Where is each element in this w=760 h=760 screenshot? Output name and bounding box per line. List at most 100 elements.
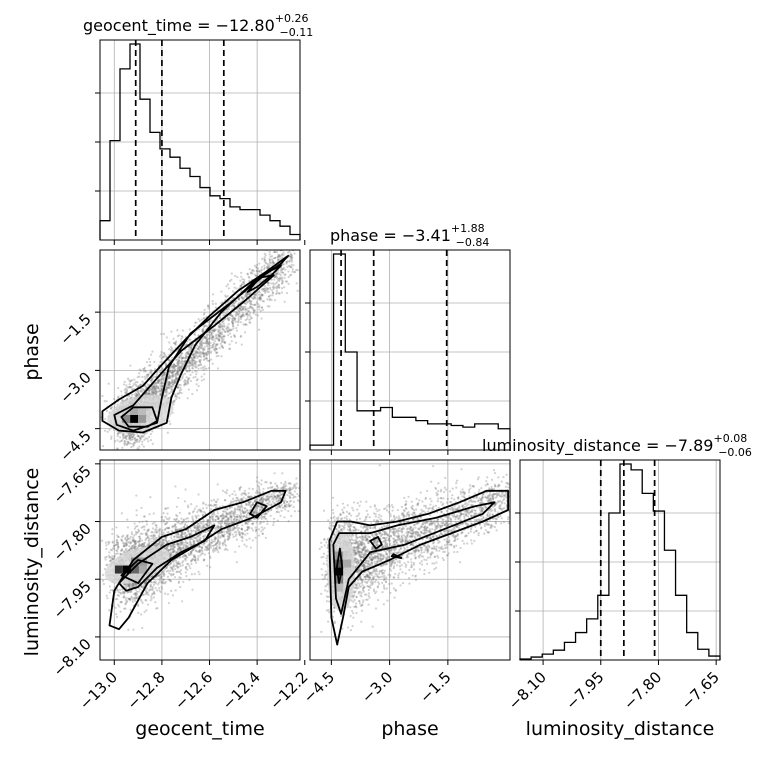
scatter-point [133,534,136,537]
scatter-point [267,281,270,284]
scatter-point [221,301,224,304]
scatter-point [226,548,229,552]
scatter-point [176,542,179,545]
scatter-point [132,546,135,549]
scatter-point [285,261,288,264]
scatter-point [153,360,156,364]
scatter-point [214,337,217,340]
scatter-point [171,375,174,378]
scatter-point [240,306,243,309]
scatter-point [270,282,273,285]
scatter-point [154,586,157,590]
scatter-point [264,536,267,539]
scatter-point [160,577,163,580]
scatter-point [198,573,201,576]
scatter-point [191,363,194,367]
scatter-point [197,527,200,530]
scatter-point [223,335,226,338]
scatter-point [295,282,298,285]
scatter-point [176,386,180,389]
scatter-point [124,436,127,440]
scatter-point [154,389,157,393]
scatter-point [116,534,119,537]
scatter-point [215,347,218,351]
scatter-point [158,355,162,358]
scatter-point [175,378,178,381]
scatter-point [258,508,262,512]
scatter-point [205,341,209,344]
scatter-point [160,375,164,378]
scatter-point [170,566,173,569]
scatter-point [171,370,174,373]
scatter-point [132,592,136,595]
scatter-point [116,588,120,592]
scatter-point [239,284,242,288]
scatter-point [134,440,137,443]
scatter-point [129,380,132,383]
scatter-point [286,493,289,497]
scatter-point [283,504,287,507]
scatter-point [260,496,264,500]
scatter-point [283,486,286,489]
scatter-point [234,527,237,530]
scatter-point [180,517,183,520]
scatter-point [224,330,227,334]
scatter-point [176,528,179,531]
scatter-point [174,381,177,384]
scatter-point [241,528,244,531]
scatter-point [261,293,264,297]
scatter-point [159,360,162,364]
scatter-point [172,399,175,402]
scatter-point [198,351,201,354]
scatter-point [238,515,241,518]
scatter-point [191,357,194,360]
scatter-point [284,505,287,508]
scatter-point [227,517,230,520]
histogram-step [519,463,721,660]
scatter-point [218,520,221,523]
scatter-point [160,585,163,588]
scatter-point [277,258,280,261]
scatter-point [219,331,222,334]
scatter-point [108,559,112,563]
scatter-point [177,371,180,374]
scatter-point [224,544,228,547]
scatter-point [280,271,283,274]
scatter-point [184,535,188,538]
scatter-point [272,491,275,494]
scatter-point [130,446,133,449]
scatter-point [145,376,148,379]
scatter-point [184,555,187,558]
scatter-point [160,332,163,336]
scatter-point [143,433,146,436]
scatter-point [190,344,193,347]
scatter-point [189,347,192,350]
scatter-point [290,266,293,269]
scatter-point [211,335,215,338]
scatter-point [209,351,213,354]
scatter-point [176,393,179,396]
scatter-point [202,520,205,524]
scatter-point [232,304,235,307]
scatter-point [137,434,140,438]
scatter-point [195,379,198,382]
scatter-point [290,260,294,263]
scatter-point [214,506,217,510]
scatter-point [244,308,247,311]
scatter-point [270,261,273,265]
scatter-point [219,522,222,525]
scatter-point [236,313,239,316]
scatter-point [120,394,123,397]
scatter-point [270,508,273,511]
scatter-point [261,294,264,297]
scatter-point [248,306,251,310]
scatter-point [217,330,220,333]
scatter-point [170,529,174,533]
scatter-point [252,303,255,306]
scatter-point [189,338,192,341]
scatter-point [196,356,199,360]
scatter-point [126,397,129,400]
scatter-point [201,327,205,331]
scatter-point [193,353,196,356]
scatter-point [279,487,282,490]
